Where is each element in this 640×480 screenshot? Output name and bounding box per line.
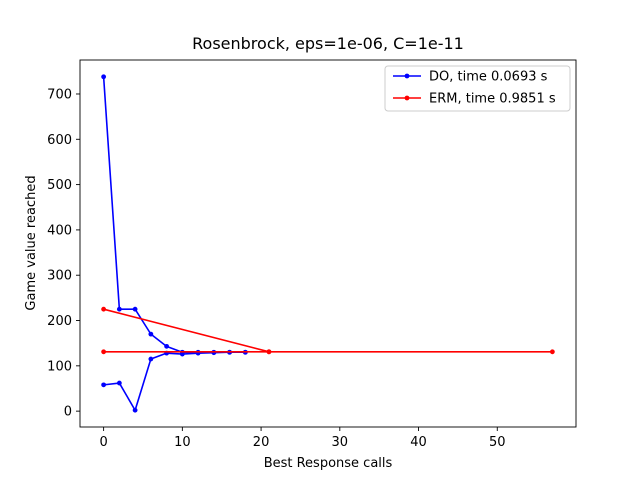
x-tick-label: 0 [99, 435, 107, 450]
legend-entry-label: DO, time 0.0693 s [429, 70, 548, 85]
y-tick-label: 300 [47, 269, 72, 284]
data-point [101, 306, 107, 312]
data-point [116, 380, 122, 386]
y-tick-label: 700 [47, 87, 72, 102]
data-point [148, 356, 154, 362]
data-point [101, 382, 107, 388]
data-point [132, 407, 138, 413]
data-point [101, 74, 107, 80]
y-tick-label: 400 [47, 223, 72, 238]
y-tick-label: 100 [47, 359, 72, 374]
legend-box [384, 65, 571, 112]
y-tick-label: 200 [47, 314, 72, 329]
data-point [148, 331, 154, 337]
x-tick-label: 40 [410, 435, 427, 450]
y-tick-label: 600 [47, 133, 72, 148]
legend-entry-label: ERM, time 0.9851 s [429, 92, 556, 107]
legend-swatch-marker [404, 95, 410, 101]
data-point [266, 349, 272, 355]
data-point [132, 306, 138, 312]
data-point [179, 351, 185, 357]
legend: DO, time 0.0693 s ERM, time 0.9851 s [384, 65, 571, 112]
x-tick-label: 50 [489, 435, 506, 450]
x-axis-label: Best Response calls [264, 456, 393, 471]
legend-swatch-marker [404, 73, 410, 79]
series-1 [101, 306, 555, 355]
plot-frame [79, 59, 577, 428]
x-tick-label: 30 [332, 435, 349, 450]
y-tick-label: 0 [64, 405, 72, 420]
data-point [164, 343, 170, 349]
y-tick-label: 500 [47, 178, 72, 193]
data-point [101, 349, 107, 355]
series-group [101, 74, 555, 413]
chart-title: Rosenbrock, eps=1e-06, C=1e-11 [192, 34, 464, 53]
data-point [116, 306, 122, 312]
x-tick-label: 10 [174, 435, 191, 450]
y-axis-label: Game value reached [24, 175, 39, 310]
x-tick-label: 20 [253, 435, 270, 450]
data-point [549, 349, 555, 355]
series-line [103, 308, 270, 353]
